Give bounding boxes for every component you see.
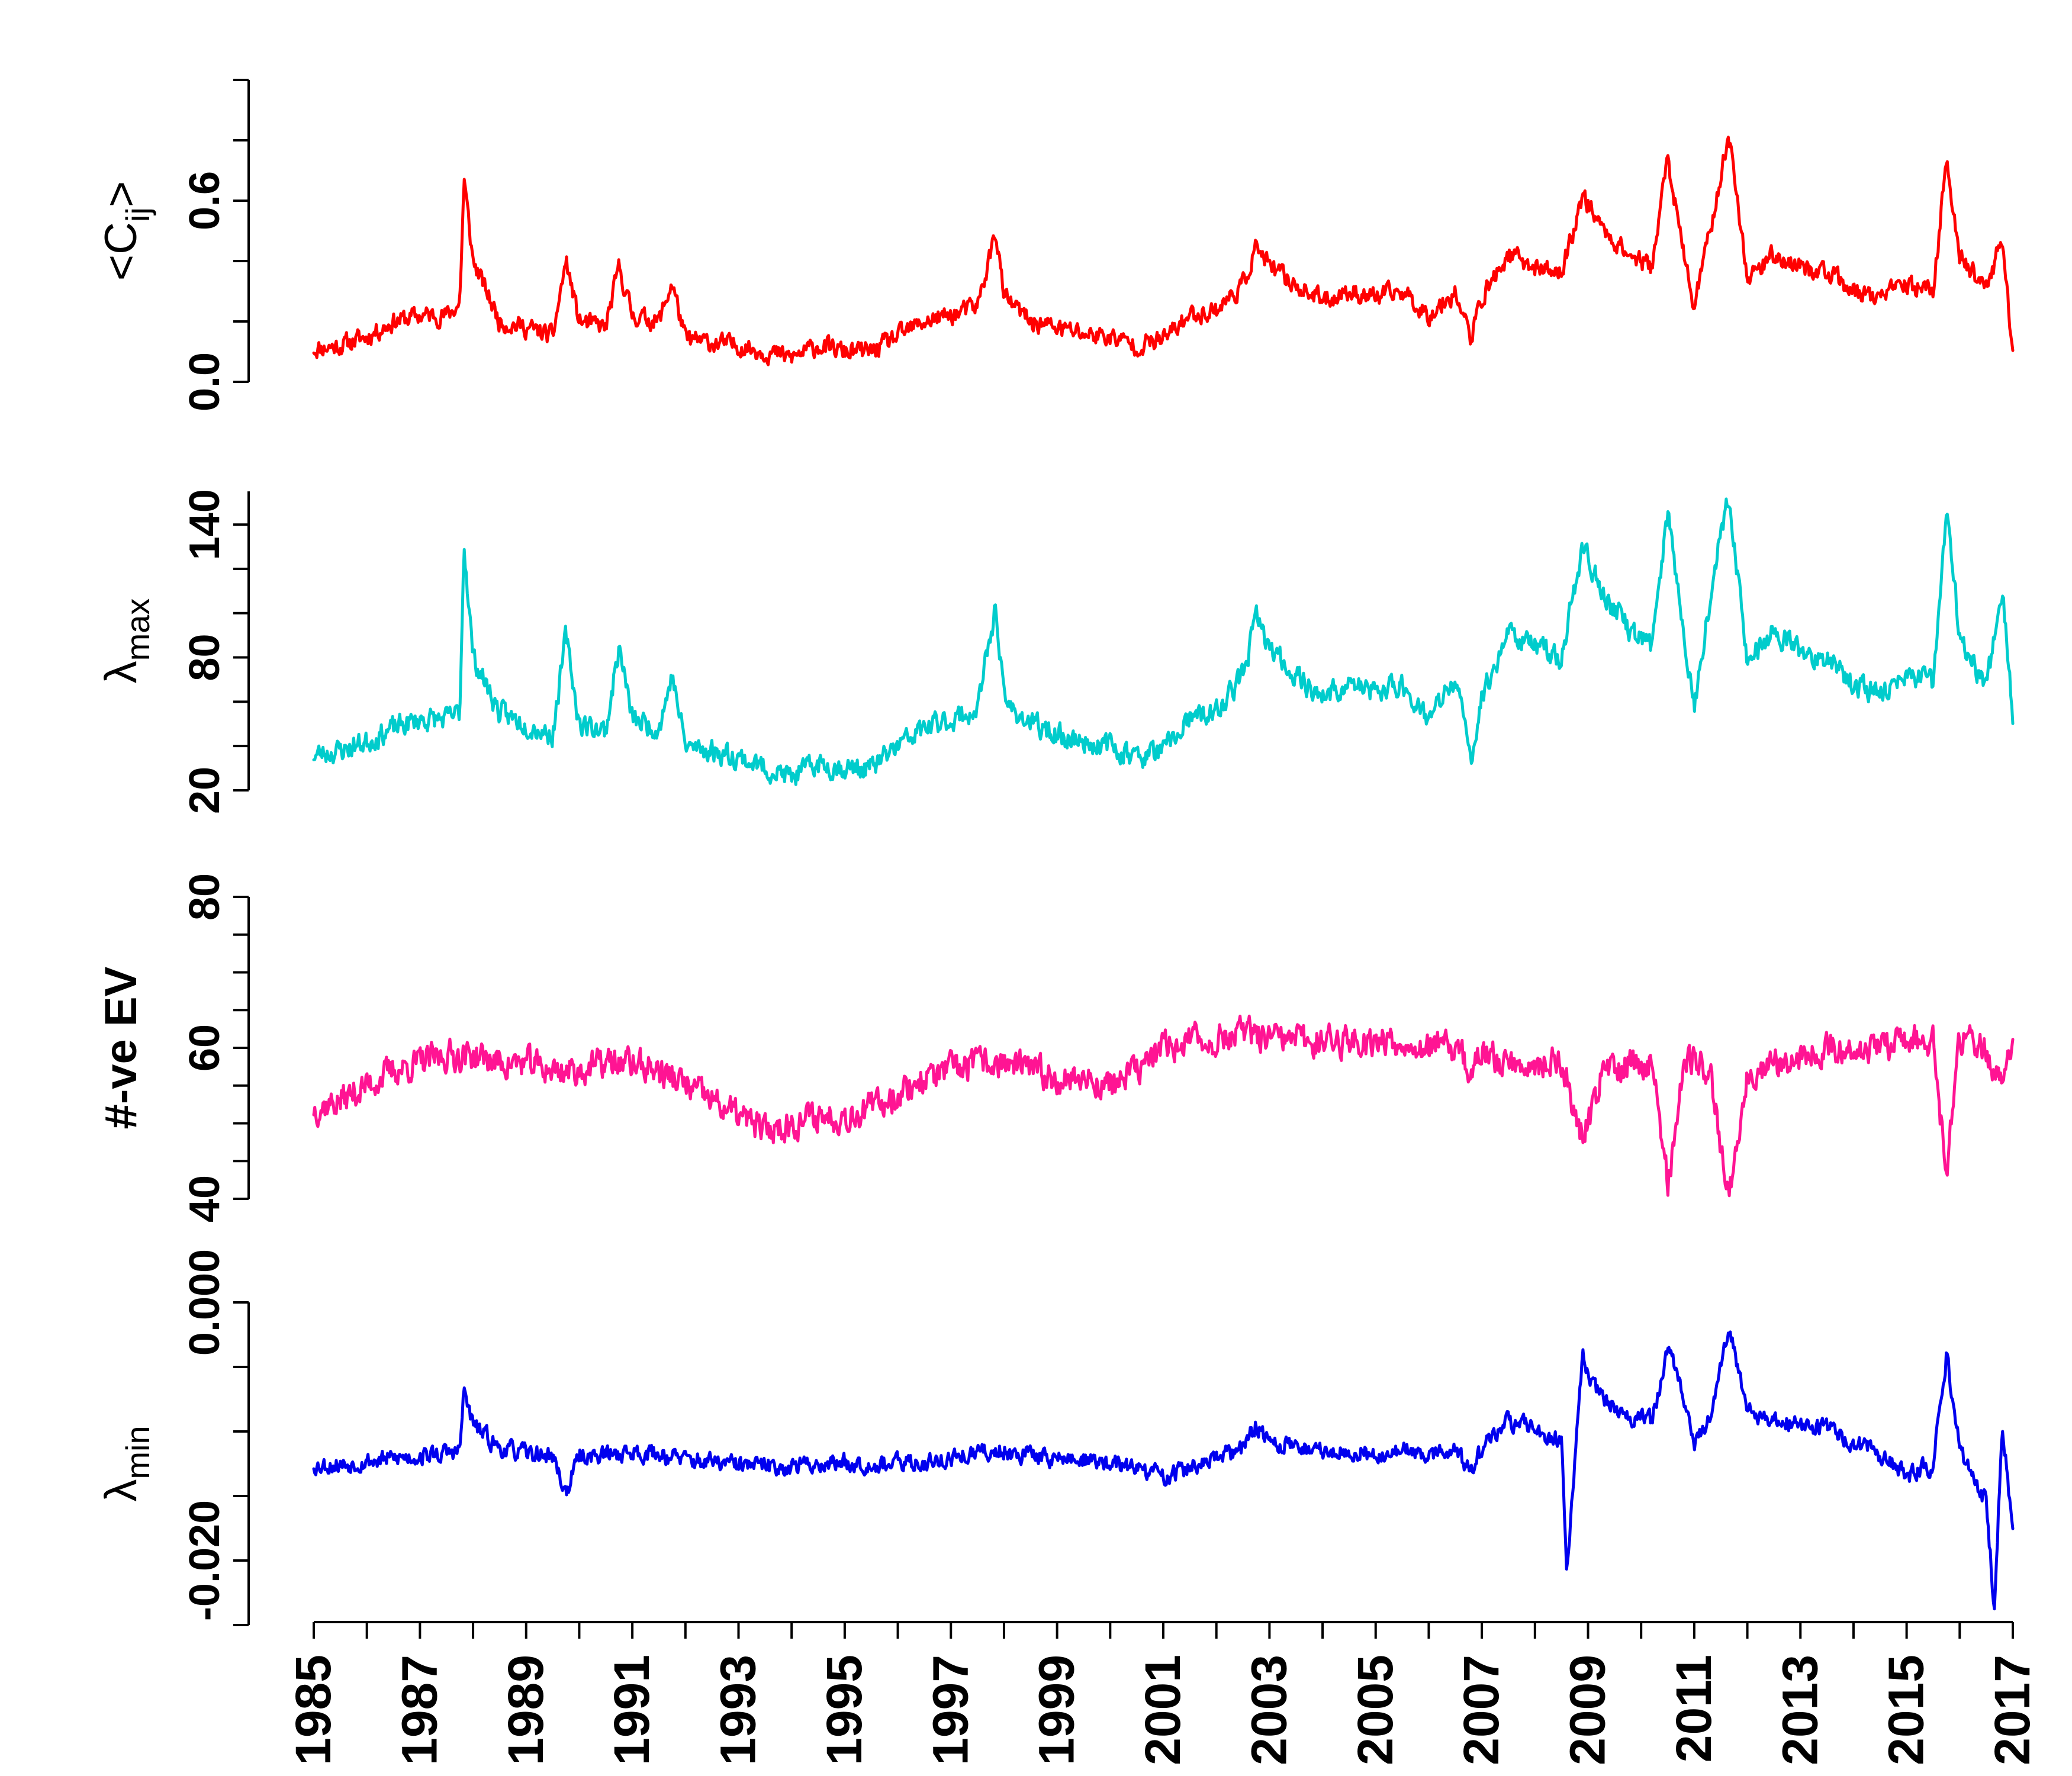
x-tick-label: 1995 <box>816 1655 872 1765</box>
x-tick-label: 2013 <box>1772 1655 1828 1765</box>
y-tick-label: 20 <box>181 767 229 814</box>
y-tick-label: 140 <box>181 489 229 560</box>
x-tick-label: 2007 <box>1453 1655 1509 1765</box>
y-label-text: <C <box>96 222 146 281</box>
panel-mean-correlation: 0.0 0.6 <Cij> <box>96 79 2015 411</box>
y-axis-label: #-ve EV <box>96 966 146 1129</box>
x-tick-label: 2011 <box>1666 1655 1722 1762</box>
x-tick-label: 2009 <box>1560 1655 1616 1765</box>
y-label-symbol: λ <box>96 661 146 683</box>
x-tick-label: 1991 <box>604 1655 659 1765</box>
y-tick-label: -0.020 <box>181 1500 229 1621</box>
x-tick-label: 2005 <box>1347 1655 1403 1765</box>
x-axis: 1985 1987 1989 1991 1993 1995 1997 1999 2001 2003… <box>285 1621 2040 1765</box>
y-tick-label: 80 <box>181 634 229 681</box>
y-tick-label: 0.000 <box>181 1249 229 1356</box>
y-axis-label: <Cij> <box>96 181 156 281</box>
series-line-lambda-min <box>312 1330 2015 1611</box>
panel-negative-eigenvalues: 40 60 80 #-ve EV <box>96 873 2015 1222</box>
x-tick-label: 2017 <box>1984 1655 2040 1765</box>
series-line-negative-eigenvalues <box>312 1014 2015 1198</box>
y-label-subscript: ij <box>119 207 156 222</box>
y-tick-label: 60 <box>181 1024 229 1072</box>
x-tick-label: 2001 <box>1135 1655 1191 1765</box>
x-tick-label: 1987 <box>391 1655 447 1765</box>
y-tick-label: 0.0 <box>181 352 229 411</box>
y-label-symbol: λ <box>96 1479 146 1502</box>
x-tick-label: 1997 <box>922 1655 978 1765</box>
y-tick-label: 0.6 <box>181 171 229 230</box>
panel-lambda-max: 20 80 140 λmax <box>96 489 2015 814</box>
x-tick-label: 1999 <box>1029 1655 1085 1765</box>
y-axis-label: λmax <box>96 599 156 684</box>
y-label-subscript: min <box>119 1426 156 1479</box>
x-tick-label: 1989 <box>498 1655 554 1765</box>
x-tick-label: 2015 <box>1878 1655 1934 1765</box>
panel-lambda-min: -0.020 0.000 λmin <box>96 1249 2015 1626</box>
y-label-subscript: max <box>119 599 156 661</box>
x-tick-label: 1993 <box>710 1655 766 1765</box>
y-axis-label: λmin <box>96 1426 156 1501</box>
y-tick-label: 40 <box>181 1175 229 1222</box>
x-tick-label: 2003 <box>1241 1655 1296 1765</box>
y-label-suffix: > <box>96 181 146 207</box>
series-line-mean-correlation <box>312 136 2015 366</box>
x-tick-label: 1985 <box>285 1655 341 1765</box>
y-tick-label: 80 <box>181 873 229 921</box>
series-line-lambda-max <box>312 497 2015 786</box>
